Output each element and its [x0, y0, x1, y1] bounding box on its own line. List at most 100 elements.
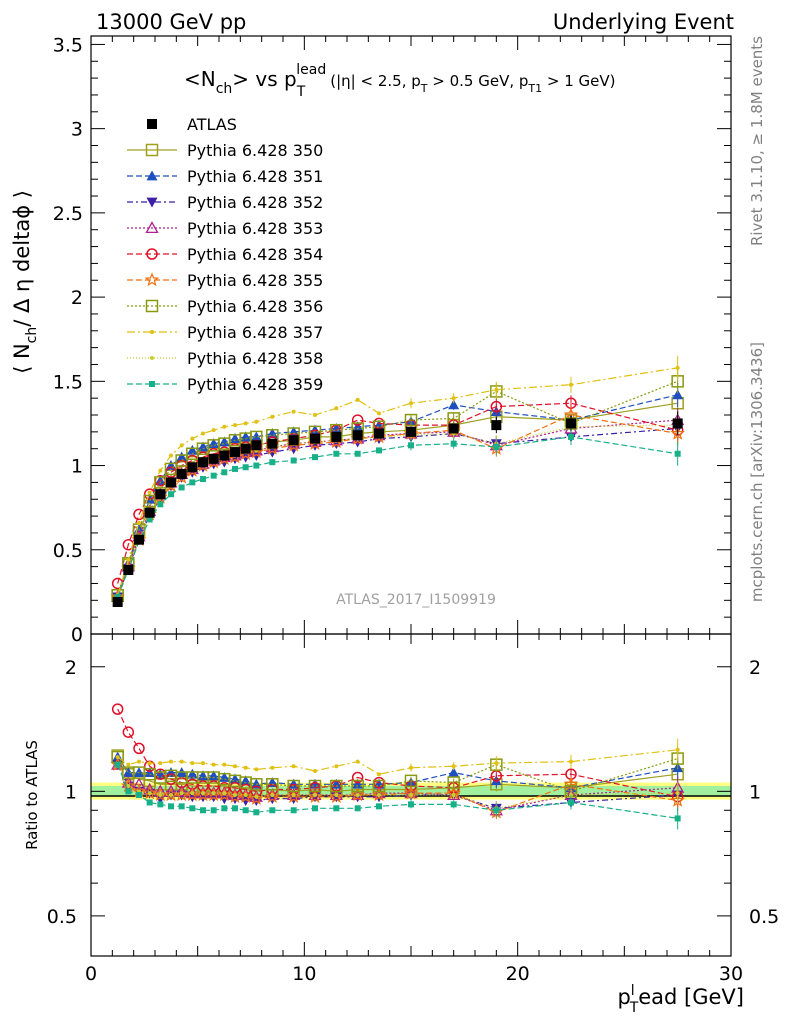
xlabel-sup: l	[631, 983, 635, 999]
data-point	[157, 501, 164, 508]
ratio-point	[132, 777, 146, 790]
data-point	[331, 431, 342, 442]
data-point	[493, 444, 500, 451]
legend-entry-pythia-6-428-357: Pythia 6.428 357	[127, 323, 323, 342]
ratio-point	[207, 780, 220, 792]
main-y-tick-label: 0.5	[53, 540, 83, 562]
ratio-point	[334, 764, 339, 769]
legend-entry-pythia-6-428-355: Pythia 6.428 355	[127, 271, 323, 290]
data-point	[334, 406, 339, 411]
x-axis-label: pl Tead [GeV]	[617, 983, 744, 1016]
ratio-y-axis: 0.5 0.5 1 1 2 2	[47, 657, 779, 957]
ratio-point	[233, 792, 237, 797]
data-point	[133, 508, 145, 521]
data-point	[233, 423, 237, 428]
series-line-pythia-6-428-355	[117, 414, 678, 598]
ratio-point	[126, 762, 131, 767]
data-point	[243, 421, 248, 426]
data-point	[288, 435, 299, 446]
title-mid: > vs p	[232, 67, 296, 91]
legend-label: Pythia 6.428 353	[187, 219, 323, 238]
data-point	[176, 468, 187, 479]
ratio-point	[675, 747, 680, 752]
ratio-point	[179, 759, 184, 764]
ratio-point	[222, 762, 227, 767]
data-point	[179, 443, 184, 448]
legend-marker	[145, 143, 159, 157]
legend-marker	[149, 381, 155, 387]
ratio-point	[189, 805, 196, 812]
ylabel-rest: / Δ η deltaϕ ⟩	[10, 190, 34, 327]
main-y-tick-label: 1.5	[53, 371, 83, 393]
data-point	[406, 426, 416, 437]
data-point	[494, 387, 499, 392]
ratio-point	[409, 765, 413, 770]
ratio-point	[404, 774, 418, 788]
rivet-version-label: Rivet 3.1.10, ≥ 1.8M events	[748, 36, 766, 246]
ratio-point	[126, 784, 131, 789]
ratio-point	[136, 791, 142, 798]
ratio-point	[243, 765, 248, 770]
ratio-point	[169, 759, 173, 764]
ratio-point	[133, 742, 145, 755]
legend-marker	[146, 248, 158, 260]
ratio-point	[377, 772, 381, 777]
main-y-tick-label: 2.5	[53, 203, 83, 225]
data-point	[291, 409, 296, 414]
mcplots-label: mcplots.cern.ch [arXiv:1306.3436]	[748, 342, 766, 602]
main-y-tick-label: 3	[71, 119, 83, 141]
data-point	[222, 424, 227, 429]
ratio-series-pythia-6-428-357	[115, 738, 680, 777]
title-lhs: <N	[184, 67, 216, 91]
ratio-point	[208, 770, 220, 781]
data-point	[158, 468, 163, 473]
ratio-point	[408, 801, 414, 808]
ratio-y-tick-label-left: 0.5	[47, 906, 77, 928]
ratio-point	[147, 791, 152, 796]
data-point	[190, 436, 195, 441]
data-point	[448, 399, 460, 410]
main-y-axis-label: ⟨ Nch/ Δ η deltaϕ ⟩	[10, 190, 40, 374]
data-point	[253, 462, 260, 469]
x-tick-label: 20	[506, 963, 530, 985]
series-line-pythia-6-428-350	[117, 402, 678, 596]
ratio-point	[350, 787, 365, 802]
data-point	[143, 494, 156, 508]
ratio-point	[355, 792, 360, 797]
ratio-point	[371, 787, 387, 802]
ratio-point	[675, 791, 680, 796]
ratio-point	[313, 792, 317, 797]
data-point	[404, 413, 418, 427]
data-point	[122, 538, 135, 551]
legend-marker	[150, 330, 154, 334]
ratio-point	[179, 791, 184, 796]
data-point	[376, 447, 382, 454]
series-pythia-6-428-353	[111, 408, 685, 602]
data-point	[176, 451, 188, 462]
data-point	[155, 489, 166, 500]
data-point	[569, 382, 573, 387]
data-point	[211, 428, 216, 433]
ratio-point	[201, 791, 205, 796]
ratio-point	[372, 779, 386, 793]
main-series-layer	[110, 355, 685, 607]
ratio-point	[144, 767, 156, 777]
main-y-tick-label: 3.5	[53, 34, 83, 56]
main-y-tick-label: 2	[71, 287, 83, 309]
ratio-point	[158, 792, 163, 797]
legend-marker	[147, 119, 157, 129]
data-point	[409, 401, 413, 406]
data-point	[221, 469, 228, 476]
data-point	[169, 453, 173, 458]
data-point	[164, 462, 178, 476]
title-cuts-a: (|η| < 2.5, p	[330, 72, 420, 90]
ratio-series-pythia-6-428-359	[114, 761, 681, 830]
ratio-point	[222, 791, 227, 796]
main-y-tick-label: 1	[71, 456, 83, 478]
analysis-watermark: ATLAS_2017_I1509919	[336, 592, 496, 608]
legend-label: Pythia 6.428 351	[187, 167, 323, 186]
data-point	[568, 433, 574, 440]
legend-marker	[150, 356, 154, 360]
legend-entry-pythia-6-428-359: Pythia 6.428 359	[127, 375, 323, 394]
ratio-y-axis-label: Ratio to ATLAS	[23, 740, 41, 850]
